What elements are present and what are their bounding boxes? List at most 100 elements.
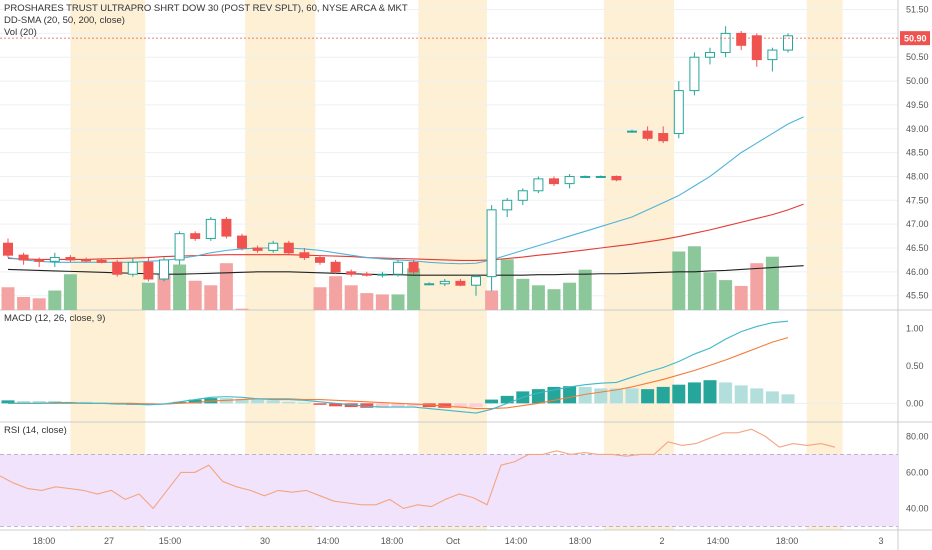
candle-body [408,261,419,273]
volume-bars [1,246,779,310]
session-band [806,0,843,530]
macd-tick-label: 1.00 [906,324,924,334]
macd-histogram-bar [266,400,280,404]
candle-body [720,32,731,53]
price-tick-label: 48.50 [906,148,929,158]
volume-bar [1,287,15,310]
candle-body [689,56,700,92]
candle-body [34,259,45,262]
candle-body [783,35,793,51]
macd-histogram-bar [17,401,31,404]
candle-body [767,49,778,61]
price-tick-label: 51.50 [906,5,929,15]
volume-bar [563,282,577,310]
candle-body [159,259,169,280]
macd-histogram-bar [453,403,467,408]
volume-bar [531,285,545,310]
candle-body [486,209,497,278]
candle-body [627,130,637,133]
candle-body [455,280,466,286]
macd-histogram-bar [563,386,577,404]
volume-bar [765,256,779,310]
macd-histogram-bar [703,380,717,404]
time-tick-label: 14:00 [317,536,340,546]
candle-body [18,254,29,261]
time-tick-label: 2 [659,536,664,546]
macd-histogram-bar [594,388,608,404]
chart-title: PROSHARES TRUST ULTRAPRO SHRT DOW 30 (PO… [4,3,408,14]
session-band [603,0,675,530]
macd-histogram-bar [391,403,405,408]
macd-histogram-bar [235,398,249,404]
moving-averages [7,116,804,276]
volume-bar [141,282,155,310]
candle-body [580,175,591,178]
macd-histogram-bar [32,401,46,404]
macd-signal-line [8,337,789,410]
candle-body [205,218,216,239]
candle-body [143,261,154,280]
volume-bar [578,269,592,310]
macd-histogram-bar [485,399,499,404]
time-tick-label: 15:00 [159,536,182,546]
candle-body [611,175,622,181]
macd-histogram-bar [282,401,296,404]
time-tick-label: 18:00 [569,536,592,546]
macd-histogram-bar [1,400,15,404]
volume-bar [719,280,733,310]
macd-pane [0,320,898,414]
macd-histogram-bar [656,386,670,404]
price-tick-label: 48.00 [906,171,929,181]
volume-bar [703,272,717,310]
macd-histogram-bar [438,403,452,408]
sma200-line [7,265,804,276]
volume-bar [687,246,701,310]
candle-body [315,257,325,263]
rsi-tick-label: 80.00 [906,431,929,441]
macd-histogram-bar [360,403,374,408]
rsi-line [0,428,836,510]
candle-body [502,199,513,211]
macd-tick-label: 0.00 [906,398,924,408]
time-tick-label: 18:00 [33,536,56,546]
session-highlights [70,0,843,530]
time-tick-label: 18:00 [776,536,799,546]
candle-body [49,257,60,262]
macd-histogram-bar [687,382,701,404]
candle-body [361,273,372,276]
candle-body [330,261,341,273]
candle-body [705,51,715,58]
macd-histogram-bar [375,403,389,408]
sma20-line [7,116,804,265]
volume-bar [516,278,530,310]
time-tick-label: 14:00 [707,536,730,546]
volume-bar [734,285,748,310]
macd-tick-label: 0.50 [906,361,924,371]
candle-body [549,178,559,185]
candles [3,26,793,296]
candle-body [252,247,263,251]
candle-body [237,235,247,249]
price-tick-label: 45.50 [906,291,929,301]
macd-histogram-bar [313,403,327,405]
volume-bar [17,297,31,310]
rsi-band [0,454,898,527]
macd-legend: MACD (12, 26, close, 9) [4,313,106,324]
candle-body [283,242,294,254]
rsi-legend: RSI (14, close) [4,425,67,436]
candle-body [127,261,138,275]
session-band [245,0,316,530]
volume-bar [63,274,77,310]
volume-bar [235,308,249,310]
macd-histogram-bar [251,399,265,404]
macd-histogram-bar [734,385,748,404]
macd-histogram-bar [750,388,764,404]
volume-bar [360,293,374,310]
volume-bar [485,290,499,310]
macd-histogram-bar [578,386,592,404]
candle-body [471,276,481,286]
candle-body [393,261,403,275]
time-tick-label: 27 [104,536,114,546]
candle-body [3,242,13,256]
